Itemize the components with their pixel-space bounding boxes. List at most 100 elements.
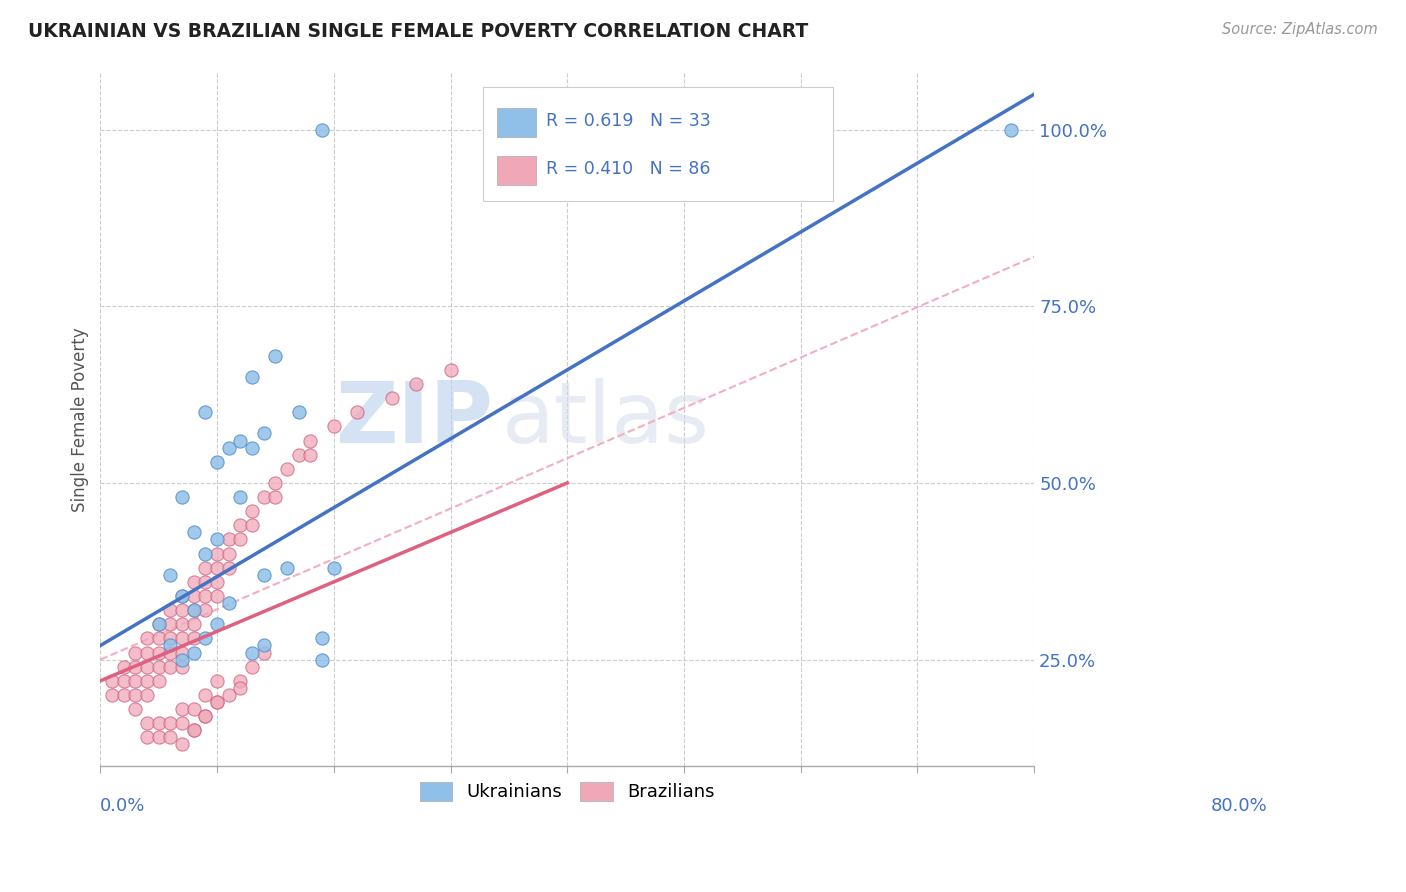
Point [170,603,193,617]
Point [194,688,217,702]
Point [136,688,159,702]
Point [253,639,276,653]
Point [159,567,181,582]
Point [170,589,193,603]
Point [299,448,322,462]
Point [170,702,193,716]
Point [264,475,287,490]
Point [240,504,263,518]
Point [170,617,193,632]
Point [439,363,461,377]
Point [205,617,228,632]
Point [112,688,135,702]
Point [170,490,193,504]
Point [253,426,276,441]
Point [194,589,217,603]
Point [229,533,252,547]
Point [159,603,181,617]
Point [159,632,181,646]
Point [194,709,217,723]
Point [148,659,170,673]
Y-axis label: Single Female Poverty: Single Female Poverty [72,327,89,512]
Point [183,617,205,632]
Point [183,702,205,716]
Point [159,731,181,745]
Point [240,646,263,660]
Point [253,646,276,660]
Point [124,646,146,660]
Point [170,659,193,673]
Point [205,574,228,589]
Point [253,567,276,582]
Point [205,673,228,688]
Point [124,659,146,673]
Point [322,419,344,434]
Point [1000,122,1022,136]
Point [183,646,205,660]
Legend: Ukrainians, Brazilians: Ukrainians, Brazilians [412,775,723,808]
Point [205,547,228,561]
Point [205,560,228,574]
Text: Source: ZipAtlas.com: Source: ZipAtlas.com [1222,22,1378,37]
Point [124,688,146,702]
Point [136,659,159,673]
FancyBboxPatch shape [498,108,537,136]
Point [194,632,217,646]
Point [183,723,205,738]
Point [159,646,181,660]
Point [112,673,135,688]
Point [124,702,146,716]
Point [183,632,205,646]
Point [170,652,193,666]
Point [136,731,159,745]
Point [405,376,427,391]
Point [159,659,181,673]
Point [194,709,217,723]
Point [346,405,368,419]
Point [148,716,170,731]
Point [229,434,252,448]
Point [229,681,252,695]
Point [253,490,276,504]
Point [136,673,159,688]
Text: R = 0.410   N = 86: R = 0.410 N = 86 [546,161,710,178]
Point [311,632,333,646]
Point [136,646,159,660]
Point [322,560,344,574]
Point [194,560,217,574]
Point [148,617,170,632]
Point [311,652,333,666]
Point [170,646,193,660]
Point [148,673,170,688]
Point [218,560,240,574]
Point [183,574,205,589]
Point [170,738,193,752]
Point [288,448,311,462]
Point [101,673,124,688]
Point [148,646,170,660]
Point [229,490,252,504]
Point [205,455,228,469]
Point [218,441,240,455]
Point [264,490,287,504]
Point [170,589,193,603]
Text: 0.0%: 0.0% [100,797,146,814]
Point [205,695,228,709]
Point [148,617,170,632]
Point [183,603,205,617]
Text: atlas: atlas [502,378,710,461]
Point [288,405,311,419]
Point [194,603,217,617]
Point [240,518,263,533]
Text: 80.0%: 80.0% [1211,797,1268,814]
Point [136,632,159,646]
Point [148,731,170,745]
Point [112,659,135,673]
Point [276,560,298,574]
Point [218,533,240,547]
Point [159,617,181,632]
Text: UKRAINIAN VS BRAZILIAN SINGLE FEMALE POVERTY CORRELATION CHART: UKRAINIAN VS BRAZILIAN SINGLE FEMALE POV… [28,22,808,41]
Point [159,639,181,653]
Point [218,688,240,702]
FancyBboxPatch shape [484,87,834,201]
